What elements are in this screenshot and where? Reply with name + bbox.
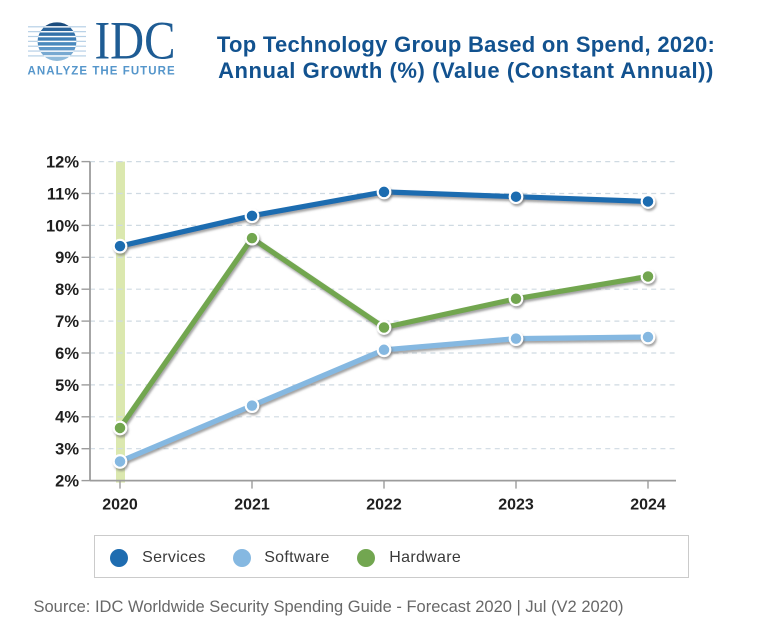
svg-text:6%: 6% xyxy=(55,345,79,363)
svg-text:2024: 2024 xyxy=(630,497,666,514)
svg-text:4%: 4% xyxy=(55,409,79,427)
svg-text:2%: 2% xyxy=(55,473,79,491)
svg-text:ANALYZE THE FUTURE: ANALYZE THE FUTURE xyxy=(28,65,176,77)
svg-text:8%: 8% xyxy=(55,281,79,299)
svg-text:2023: 2023 xyxy=(498,497,534,514)
svg-text:2020: 2020 xyxy=(102,497,138,514)
svg-text:3%: 3% xyxy=(55,441,79,459)
svg-text:2022: 2022 xyxy=(366,497,402,514)
svg-text:12%: 12% xyxy=(46,154,79,172)
svg-text:IDC: IDC xyxy=(95,11,176,71)
svg-text:11%: 11% xyxy=(47,185,79,203)
svg-text:10%: 10% xyxy=(46,217,79,235)
svg-text:9%: 9% xyxy=(55,249,79,267)
svg-text:7%: 7% xyxy=(55,313,79,331)
svg-text:2021: 2021 xyxy=(234,497,270,514)
svg-text:5%: 5% xyxy=(55,377,79,395)
